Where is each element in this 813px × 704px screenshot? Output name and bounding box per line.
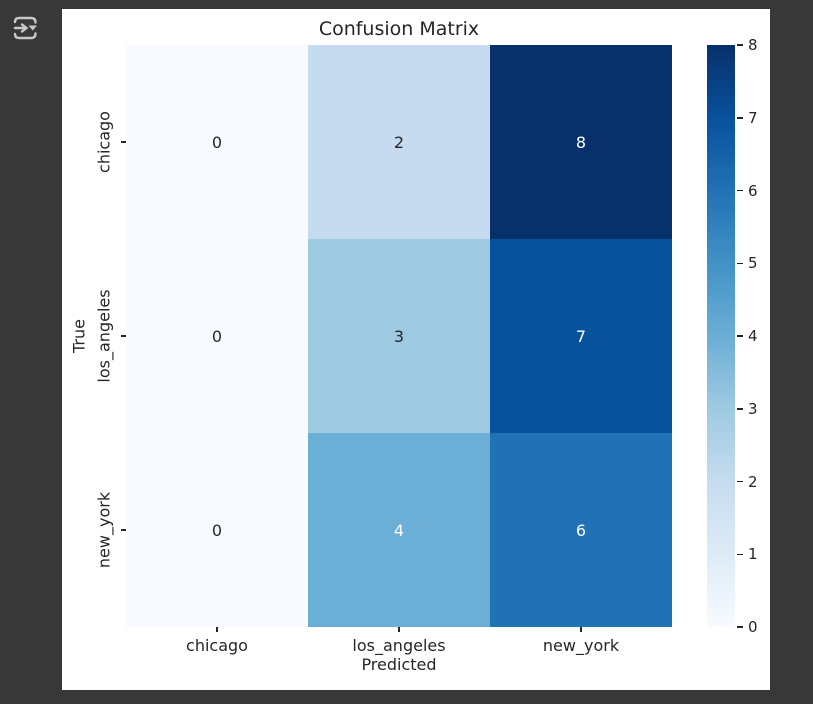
colorbar-tick-label: 5 (748, 254, 758, 273)
y-tick-label: new_york (94, 491, 114, 569)
colorbar-tick-label: 8 (748, 36, 758, 54)
heatmap-cell: 3 (308, 239, 490, 433)
heatmap-cell: 0 (126, 239, 308, 433)
x-tick-mark (398, 627, 400, 632)
colorbar-tick-label: 7 (748, 108, 758, 127)
x-tick-label: los_angeles (352, 636, 446, 655)
heatmap-cell: 6 (490, 433, 672, 627)
cell-value: 8 (575, 132, 587, 152)
confusion-matrix-heatmap: 0 2 8 0 3 7 0 4 6 (126, 45, 672, 627)
heatmap-cell: 4 (308, 433, 490, 627)
colorbar-tick-mark (737, 335, 743, 337)
y-tick-mark (121, 335, 126, 337)
colorbar-tick-mark (737, 117, 743, 119)
colorbar-tick-label: 3 (748, 399, 758, 418)
y-axis-label: True (69, 319, 89, 353)
x-axis-label: Predicted (361, 655, 437, 674)
colorbar-tick-mark (737, 44, 743, 46)
colorbar-tick-label: 1 (748, 545, 758, 564)
colorbar-tick-label: 0 (748, 618, 758, 636)
heatmap-cell: 7 (490, 239, 672, 433)
cell-value: 4 (393, 520, 405, 540)
colorbar-tick-mark (737, 408, 743, 410)
output-presentation-icon (13, 16, 37, 40)
colorbar-tick-label: 6 (748, 181, 758, 200)
cell-value: 7 (575, 326, 587, 346)
x-tick-mark (580, 627, 582, 632)
colorbar-tick-label: 4 (748, 327, 758, 345)
colorbar-tick-mark (737, 189, 743, 192)
cell-value: 0 (211, 132, 223, 152)
colorbar-tick-mark (737, 262, 743, 264)
heatmap-cell: 0 (126, 433, 308, 627)
cell-value: 0 (211, 326, 223, 346)
y-tick-label: los_angeles (94, 289, 114, 383)
matplotlib-figure: Confusion Matrix 0 2 8 0 3 7 0 4 6 True Predicte… (62, 9, 770, 690)
y-tick-label: chicago (94, 111, 114, 173)
colorbar (707, 45, 735, 627)
chart-title: Confusion Matrix (318, 18, 480, 40)
cell-value: 2 (393, 132, 405, 152)
colorbar-tick-mark (737, 553, 743, 555)
y-tick-mark (121, 529, 126, 531)
heatmap-cell: 2 (308, 45, 490, 239)
cell-value: 0 (211, 520, 223, 540)
x-tick-mark (216, 627, 218, 632)
colorbar-tick-mark (737, 480, 743, 483)
colorbar-tick-mark (737, 626, 743, 628)
colorbar-tick-label: 2 (748, 472, 758, 491)
heatmap-cell: 8 (490, 45, 672, 239)
heatmap-cell: 0 (126, 45, 308, 239)
x-tick-label: chicago (186, 636, 248, 655)
x-tick-label: new_york (542, 636, 620, 655)
output-presentation-button[interactable] (10, 13, 42, 43)
y-tick-mark (121, 141, 126, 143)
cell-value: 3 (393, 326, 405, 346)
cell-value: 6 (575, 520, 587, 540)
